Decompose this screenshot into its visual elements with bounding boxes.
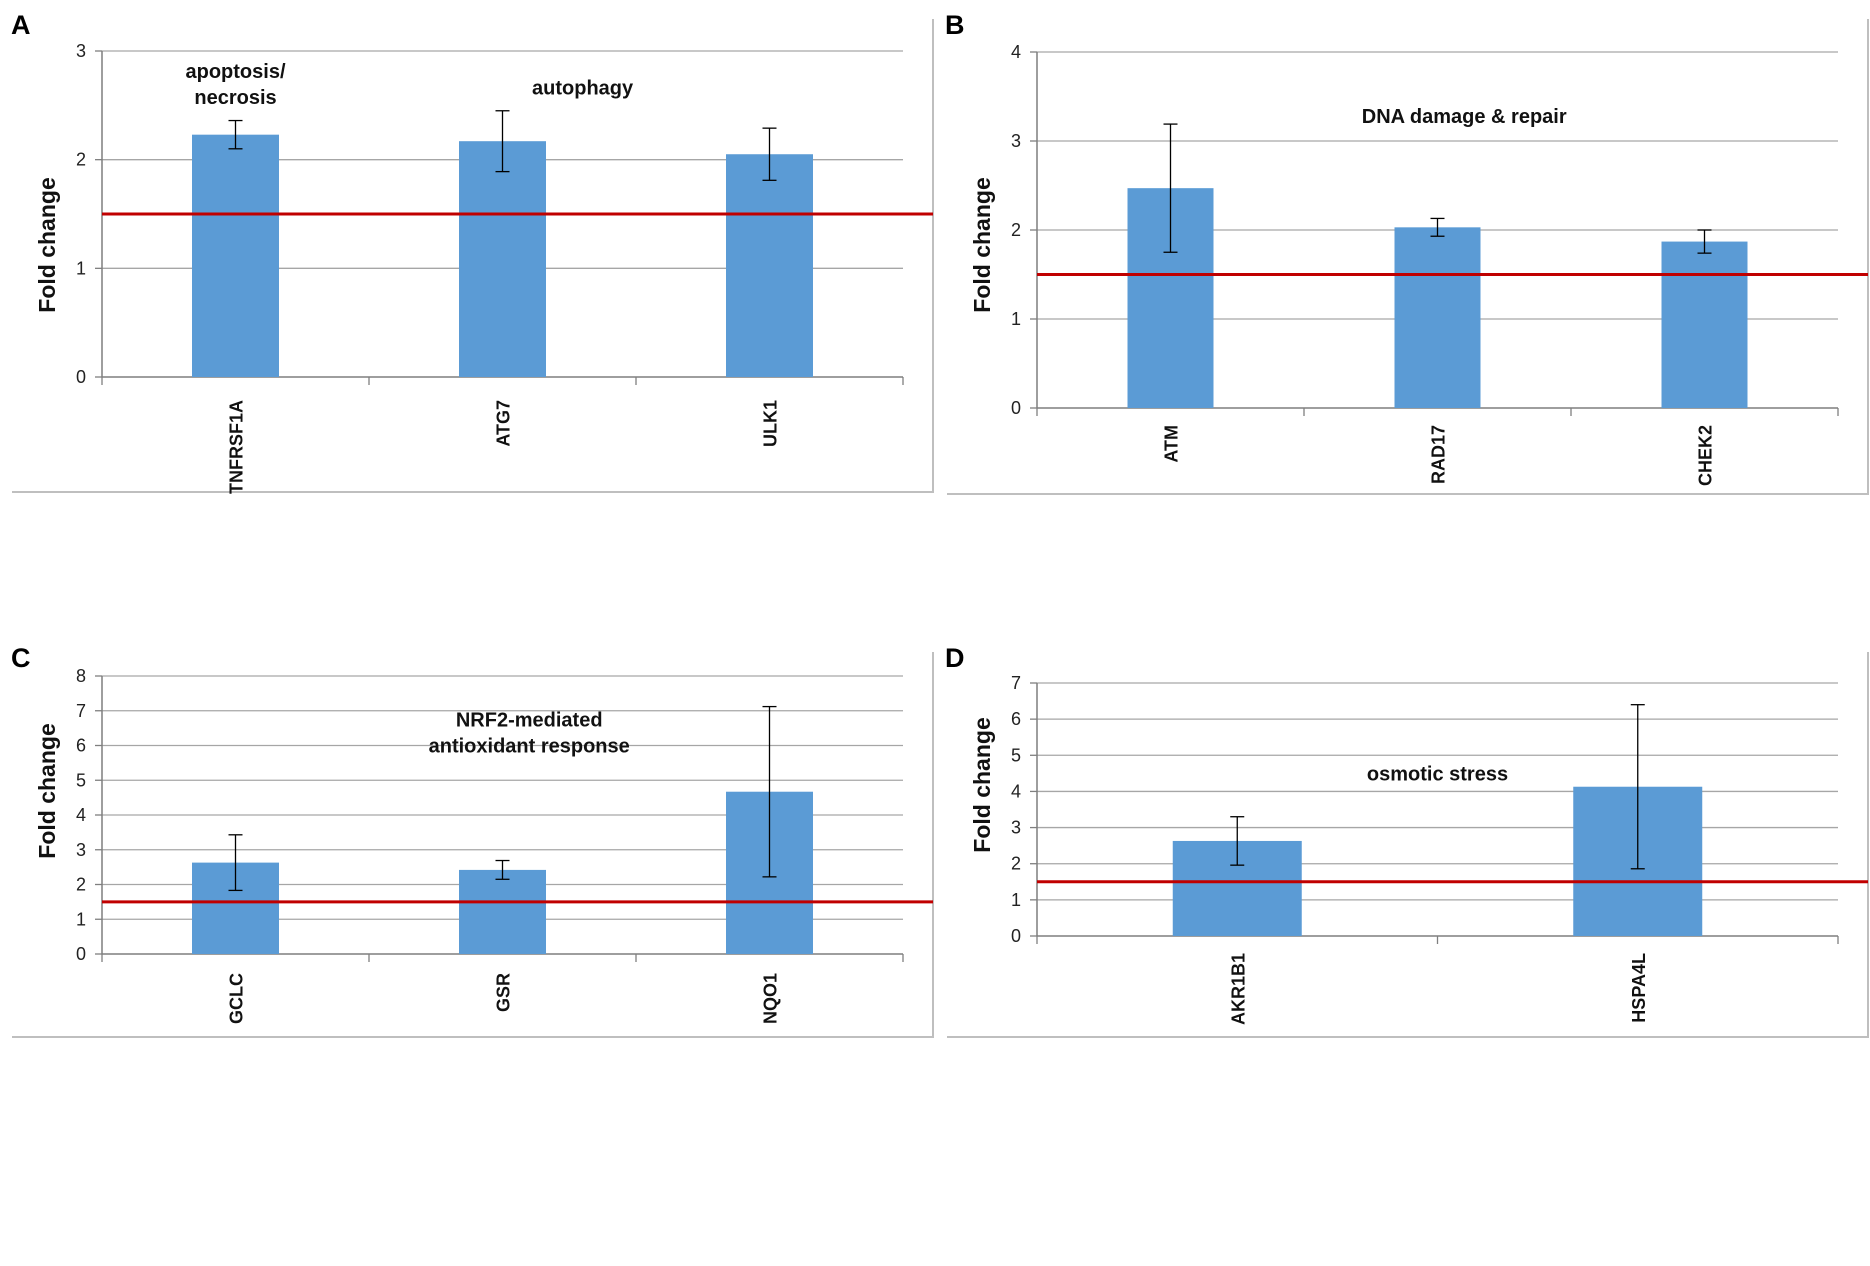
y-tick-label: 3 <box>76 41 86 61</box>
x-tick-label: HSPA4L <box>1629 953 1649 1023</box>
y-axis-label: Fold change <box>969 717 995 852</box>
y-tick-label: 1 <box>76 909 86 929</box>
y-tick-label: 4 <box>76 805 86 825</box>
y-tick-label: 0 <box>76 367 86 387</box>
annotation-line: NRF2-mediated <box>456 709 603 731</box>
bar-chek2 <box>1661 241 1748 408</box>
annotation: osmotic stress <box>1367 764 1508 786</box>
y-tick-label: 6 <box>1011 709 1021 729</box>
y-tick-label: 1 <box>76 258 86 278</box>
chart-frame <box>947 19 1869 495</box>
y-tick-label: 2 <box>76 875 86 895</box>
y-tick-label: 0 <box>1011 926 1021 946</box>
x-tick-label: RAD17 <box>1429 425 1449 484</box>
y-tick-label: 2 <box>1011 854 1021 874</box>
y-tick-label: 7 <box>1011 673 1021 693</box>
x-tick-label: AKR1B1 <box>1228 953 1248 1025</box>
y-tick-label: 1 <box>1011 309 1021 329</box>
x-tick-label: TNFRSF1A <box>227 400 247 494</box>
y-tick-label: 3 <box>1011 131 1021 151</box>
chart-panel-c: C 0 1 2 3 4 5 6 7 8 GCLC GSR NQO1 Fold change NRF2-me… <box>0 633 935 1266</box>
y-tick-label: 0 <box>1011 398 1021 418</box>
chart-frame <box>947 652 1869 1038</box>
chart-panel-b: B 0 1 2 3 4 ATM RAD17 CHEK2 Fold change DNA damag… <box>935 0 1870 633</box>
chart-svg-b: 0 1 2 3 4 ATM RAD17 CHEK2 Fold change DNA damage … <box>947 19 1869 495</box>
panel-letter-a: A <box>11 10 31 40</box>
y-tick-label: 2 <box>1011 220 1021 240</box>
y-tick-label: 7 <box>76 701 86 721</box>
x-tick-label: ULK1 <box>761 400 781 447</box>
y-tick-label: 3 <box>1011 818 1021 838</box>
chart-panel-a: A 0 1 2 3 TNFRSF1A ATG7 ULK1 Fold change apoptos… <box>0 0 935 633</box>
bar-ulk1 <box>726 154 813 377</box>
annotation-line: necrosis <box>194 87 276 109</box>
bar-tnfrsf1a <box>192 134 279 377</box>
y-tick-label: 3 <box>76 840 86 860</box>
chart-svg-c: 0 1 2 3 4 5 6 7 8 GCLC GSR NQO1 Fold change NRF2-medi… <box>12 652 934 1038</box>
y-tick-label: 4 <box>1011 42 1021 62</box>
y-tick-label: 8 <box>76 666 86 686</box>
y-tick-label: 0 <box>76 944 86 964</box>
annotation-line: DNA damage & repair <box>1362 106 1567 128</box>
y-tick-label: 1 <box>1011 890 1021 910</box>
y-axis-label: Fold change <box>34 723 60 858</box>
annotation: autophagy <box>532 77 634 99</box>
y-axis-label: Fold change <box>969 177 995 312</box>
annotation-line: osmotic stress <box>1367 764 1508 786</box>
y-tick-label: 6 <box>76 736 86 756</box>
y-tick-label: 5 <box>76 770 86 790</box>
annotation-line: autophagy <box>532 77 634 99</box>
x-tick-label: GSR <box>494 973 514 1012</box>
chart-frame <box>12 19 934 493</box>
annotation-line: antioxidant response <box>429 735 630 757</box>
annotation: apoptosis/necrosis <box>185 61 285 109</box>
chart-panel-d: D 0 1 2 3 4 5 6 7 AKR1B1 HSPA4L Fold change osmotic… <box>935 633 1870 1266</box>
chart-svg-a: 0 1 2 3 TNFRSF1A ATG7 ULK1 Fold change apoptosis… <box>12 19 934 494</box>
bar-gsr <box>459 869 546 954</box>
x-tick-label: GCLC <box>227 973 247 1024</box>
x-tick-label: ATM <box>1162 425 1182 463</box>
chart-svg-d: 0 1 2 3 4 5 6 7 AKR1B1 HSPA4L Fold change osmotic s… <box>947 652 1869 1038</box>
y-axis-label: Fold change <box>34 177 60 312</box>
y-tick-label: 2 <box>76 150 86 170</box>
annotation: DNA damage & repair <box>1362 106 1567 128</box>
panel-letter-c: C <box>11 643 31 673</box>
bar-rad17 <box>1394 227 1481 408</box>
x-tick-label: ATG7 <box>494 400 514 447</box>
x-tick-label: NQO1 <box>761 973 781 1024</box>
y-tick-label: 5 <box>1011 745 1021 765</box>
x-tick-label: CHEK2 <box>1696 425 1716 486</box>
bar-atg7 <box>459 141 546 377</box>
panel-letter-b: B <box>945 10 965 40</box>
panel-letter-d: D <box>945 643 965 673</box>
y-tick-label: 4 <box>1011 781 1021 801</box>
chart-frame <box>12 652 934 1038</box>
annotation-line: apoptosis/ <box>185 61 285 83</box>
annotation: NRF2-mediated antioxidant response <box>429 709 630 757</box>
